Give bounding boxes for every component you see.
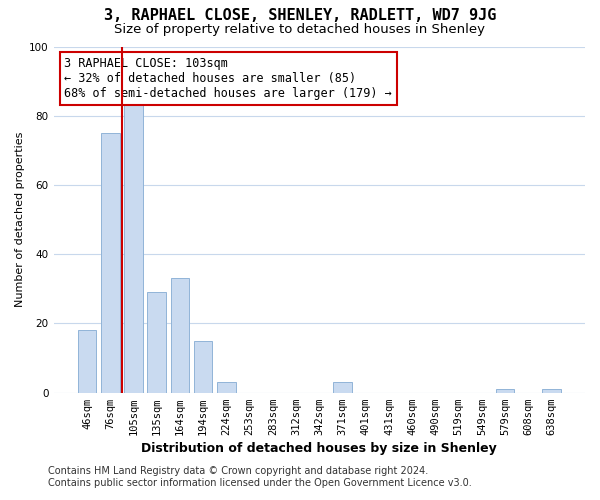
Text: Contains HM Land Registry data © Crown copyright and database right 2024.
Contai: Contains HM Land Registry data © Crown c…	[48, 466, 472, 487]
Bar	[148, 292, 166, 392]
Text: 3, RAPHAEL CLOSE, SHENLEY, RADLETT, WD7 9JG: 3, RAPHAEL CLOSE, SHENLEY, RADLETT, WD7 …	[104, 8, 496, 22]
Bar	[333, 382, 352, 392]
Y-axis label: Number of detached properties: Number of detached properties	[15, 132, 25, 308]
Bar	[170, 278, 189, 392]
Bar	[78, 330, 97, 392]
Bar	[101, 133, 119, 392]
Bar	[124, 102, 143, 393]
Bar	[194, 341, 212, 392]
X-axis label: Distribution of detached houses by size in Shenley: Distribution of detached houses by size …	[142, 442, 497, 455]
Bar	[217, 382, 236, 392]
Bar	[542, 389, 561, 392]
Text: Size of property relative to detached houses in Shenley: Size of property relative to detached ho…	[115, 22, 485, 36]
Bar	[496, 389, 514, 392]
Text: 3 RAPHAEL CLOSE: 103sqm
← 32% of detached houses are smaller (85)
68% of semi-de: 3 RAPHAEL CLOSE: 103sqm ← 32% of detache…	[64, 57, 392, 100]
